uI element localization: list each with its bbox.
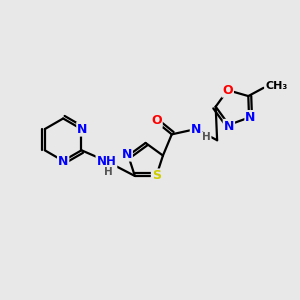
Text: N: N: [224, 120, 234, 133]
Text: N: N: [58, 155, 68, 168]
Text: N: N: [122, 148, 132, 160]
Text: H: H: [103, 167, 112, 177]
Text: O: O: [222, 84, 233, 97]
Text: NH: NH: [97, 155, 116, 168]
Text: H: H: [202, 132, 211, 142]
Text: N: N: [77, 123, 88, 136]
Text: O: O: [151, 114, 162, 127]
Text: S: S: [152, 169, 161, 182]
Text: N: N: [191, 122, 201, 136]
Text: N: N: [245, 111, 256, 124]
Text: CH₃: CH₃: [265, 81, 287, 91]
